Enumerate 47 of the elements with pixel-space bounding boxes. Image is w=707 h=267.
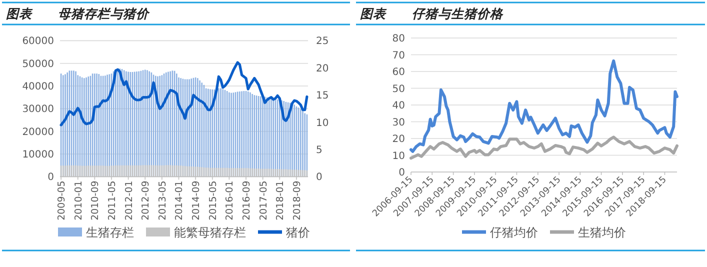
y-tick-label: 60 <box>392 67 405 78</box>
y-tick-label: 80 <box>392 34 405 44</box>
x-tick-label: 2012-01 <box>124 180 135 220</box>
x-tick-label: 2010-09 <box>90 180 102 220</box>
y-tick-label: 50 <box>392 84 405 95</box>
y2-tick-label: 25 <box>316 36 329 48</box>
x-tick-label: 2016-09 <box>242 180 252 220</box>
y-tick-label: 30000 <box>22 104 54 116</box>
x-tick-label: 2014-01 <box>174 180 186 220</box>
y-tick-label: 60000 <box>22 36 54 48</box>
y-tick-label: 40000 <box>22 82 54 93</box>
x-tick-label: 2009-05 <box>56 180 68 220</box>
y-tick-label: 40 <box>392 100 405 112</box>
legend-label: 生猪存栏 <box>86 226 134 240</box>
y2-tick-label: 0 <box>316 172 322 184</box>
legend-label: 猪价 <box>286 226 310 240</box>
y2-tick-label: 15 <box>316 90 329 102</box>
y-tick-label: 10000 <box>22 150 54 161</box>
line-series <box>60 61 308 126</box>
line-series <box>410 136 678 160</box>
x-tick-label: 2017-05 <box>258 180 270 220</box>
y2-tick-label: 5 <box>316 145 322 156</box>
x-tick-label: 2010-01 <box>73 180 84 220</box>
line-series <box>410 59 678 153</box>
chart-title: 图表 母猪存栏与猪价 <box>6 6 151 21</box>
y2-tick-label: 20 <box>316 63 329 74</box>
y-tick-label: 50000 <box>22 58 54 70</box>
legend-label: 生猪均价 <box>578 226 626 240</box>
y-tick-label: 70 <box>392 50 405 62</box>
x-tick-label: 2018-09 <box>292 180 303 220</box>
x-tick-label: 2018-01 <box>275 180 286 220</box>
y2-tick-label: 10 <box>316 118 329 129</box>
x-tick-label: 2011-05 <box>106 180 118 220</box>
y-tick-label: 0 <box>48 172 54 184</box>
y-tick-label: 10 <box>392 150 405 162</box>
y-tick-label: 30 <box>392 117 405 128</box>
x-tick-label: 2014-09 <box>191 180 202 220</box>
legend-label: 能繁母猪存栏 <box>174 226 246 240</box>
chart-title: 图表 仔猪与生猪价格 <box>360 6 504 21</box>
x-tick-label: 2012-09 <box>140 180 152 220</box>
y-tick-label: 0 <box>398 168 405 178</box>
x-tick-label: 2015-05 <box>208 180 219 220</box>
y-tick-label: 20 <box>392 134 405 145</box>
y-tick-label: 20000 <box>22 126 54 138</box>
x-tick-label: 2016-01 <box>224 180 236 220</box>
x-tick-label: 2013-05 <box>157 180 168 220</box>
legend-label: 仔猪均价 <box>490 226 538 240</box>
